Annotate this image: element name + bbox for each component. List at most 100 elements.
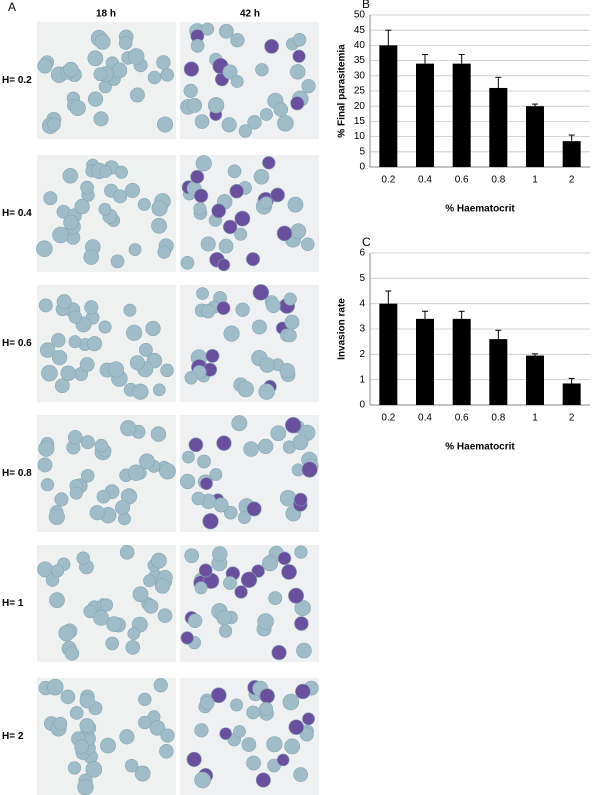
error-bar bbox=[458, 310, 465, 319]
row-label: H= 0.8 bbox=[2, 468, 32, 479]
cell bbox=[282, 693, 300, 711]
x-tick-label: 2 bbox=[569, 413, 575, 424]
cell bbox=[194, 114, 210, 129]
cell bbox=[76, 551, 90, 565]
cell bbox=[283, 328, 297, 343]
cell bbox=[273, 102, 289, 117]
cell bbox=[79, 693, 95, 709]
cell bbox=[68, 335, 82, 349]
bar bbox=[489, 339, 508, 405]
cell bbox=[193, 188, 209, 203]
cell bbox=[277, 551, 292, 566]
cell bbox=[138, 692, 152, 706]
cell bbox=[213, 497, 229, 513]
error-bar bbox=[532, 103, 538, 107]
y-tick-label: 6 bbox=[359, 248, 365, 259]
cell bbox=[77, 778, 94, 795]
cell bbox=[69, 706, 84, 720]
micrograph bbox=[37, 285, 176, 402]
y-tick-label: 35 bbox=[354, 55, 366, 66]
y-tick-label: 15 bbox=[354, 116, 366, 127]
cell bbox=[151, 200, 168, 217]
x-tick-label: 1 bbox=[532, 175, 538, 186]
micrograph bbox=[180, 678, 319, 795]
cell bbox=[84, 300, 99, 315]
bar bbox=[379, 303, 398, 405]
cell bbox=[68, 310, 82, 324]
cell bbox=[295, 683, 311, 700]
cell bbox=[201, 22, 215, 36]
cell bbox=[151, 552, 167, 569]
cell bbox=[285, 417, 302, 434]
cell bbox=[143, 574, 156, 588]
cell bbox=[299, 727, 314, 742]
cell bbox=[259, 701, 274, 716]
cell bbox=[98, 202, 112, 216]
cell bbox=[134, 765, 151, 782]
cell bbox=[94, 33, 111, 50]
error-bar bbox=[458, 54, 465, 64]
cell bbox=[191, 491, 206, 506]
cell bbox=[235, 302, 250, 317]
bar bbox=[526, 355, 544, 405]
error-bar bbox=[568, 377, 575, 384]
cell bbox=[52, 349, 68, 366]
cell bbox=[107, 361, 125, 378]
cell bbox=[252, 319, 267, 335]
cell bbox=[85, 761, 103, 778]
cell bbox=[216, 435, 232, 451]
cell bbox=[194, 723, 209, 738]
x-tick-label: 0.6 bbox=[455, 175, 469, 186]
cell bbox=[211, 203, 226, 219]
cell bbox=[67, 761, 82, 775]
cell bbox=[99, 598, 114, 612]
row-label: H= 2 bbox=[2, 731, 24, 742]
cell bbox=[100, 737, 116, 754]
micrograph bbox=[37, 678, 176, 795]
y-tick-label: 0 bbox=[359, 162, 365, 173]
cell bbox=[200, 696, 215, 711]
cell bbox=[259, 107, 273, 121]
cell bbox=[93, 610, 109, 626]
cell bbox=[67, 430, 83, 445]
micrograph bbox=[180, 545, 319, 662]
cell bbox=[79, 357, 95, 372]
x-tick-label: 0.2 bbox=[381, 175, 395, 186]
cell bbox=[143, 599, 159, 614]
y-tick-label: 20 bbox=[354, 101, 366, 112]
cell bbox=[111, 62, 128, 79]
cell bbox=[290, 64, 306, 80]
y-tick-label: 30 bbox=[354, 70, 366, 81]
cell bbox=[74, 198, 90, 215]
y-tick-label: 2 bbox=[359, 349, 365, 360]
cell bbox=[277, 114, 294, 132]
cell bbox=[37, 457, 53, 473]
y-tick-label: 3 bbox=[359, 324, 365, 335]
cell bbox=[40, 478, 55, 492]
cell bbox=[190, 169, 205, 184]
y-tick-label: 4 bbox=[359, 298, 365, 309]
x-tick-label: 2 bbox=[569, 175, 575, 186]
cell bbox=[243, 441, 259, 457]
cell bbox=[58, 625, 75, 642]
cell bbox=[156, 55, 171, 70]
cell bbox=[145, 320, 161, 337]
cell bbox=[96, 489, 111, 504]
cell bbox=[227, 164, 242, 179]
cell bbox=[87, 50, 104, 67]
cell bbox=[184, 548, 200, 563]
bar bbox=[526, 106, 544, 167]
cell bbox=[259, 196, 273, 210]
cell bbox=[127, 48, 145, 65]
cell bbox=[288, 587, 305, 604]
cell bbox=[241, 737, 257, 752]
bar bbox=[416, 318, 434, 405]
cell bbox=[153, 383, 166, 397]
cell bbox=[98, 320, 112, 334]
x-tick-label: 0.2 bbox=[381, 413, 395, 424]
cell bbox=[105, 636, 120, 651]
cell bbox=[114, 165, 128, 179]
bar bbox=[562, 383, 581, 405]
y-tick-label: 40 bbox=[354, 40, 366, 51]
